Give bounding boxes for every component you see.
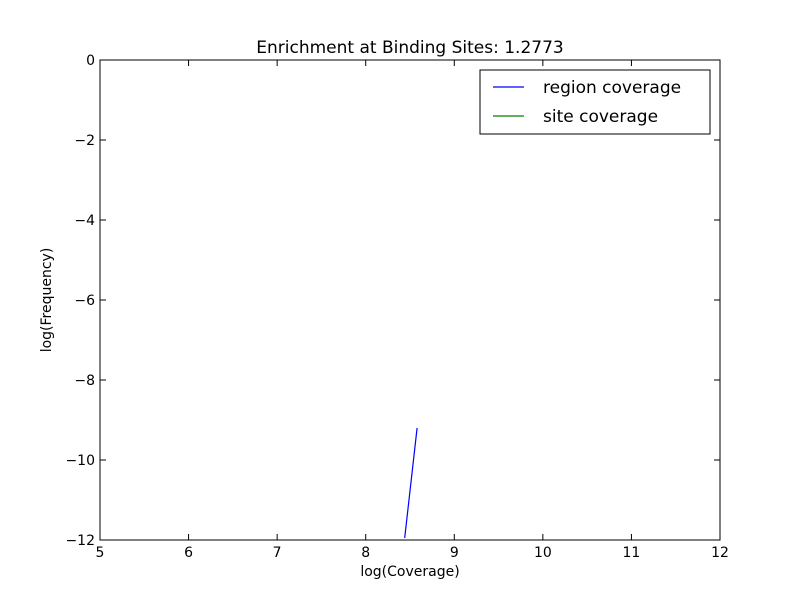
y-tick-label: −8 — [74, 373, 95, 389]
x-axis-label: log(Coverage) — [360, 564, 459, 580]
legend: region coverage site coverage — [479, 69, 711, 135]
y-tick-label: −4 — [74, 213, 95, 229]
legend-frame — [479, 69, 711, 135]
x-tick-label: 12 — [711, 545, 729, 561]
x-tick-label: 10 — [534, 545, 552, 561]
y-tick-label: −6 — [74, 293, 95, 309]
y-tick-label: −12 — [65, 533, 95, 549]
legend-label-1: site coverage — [543, 107, 658, 127]
x-tick-label: 7 — [273, 545, 282, 561]
legend-label-0: region coverage — [543, 78, 681, 98]
y-tick-label: −10 — [65, 453, 95, 469]
series-line-0 — [404, 427, 418, 539]
plot-area — [100, 60, 720, 540]
x-tick-label: 5 — [96, 545, 105, 561]
chart-title: Enrichment at Binding Sites: 1.2773 — [256, 38, 563, 58]
x-tick-label: 6 — [184, 545, 193, 561]
y-axis-label: log(Frequency) — [39, 248, 55, 353]
ticks-layer: 5 6 7 8 9 10 11 12 0 −2 −4 −6 −8 −10 −12 — [65, 53, 728, 561]
series-layer — [404, 427, 418, 539]
y-tick-label: −2 — [74, 133, 95, 149]
y-tick-label: 0 — [86, 53, 95, 69]
x-tick-label: 9 — [450, 545, 459, 561]
x-tick-label: 11 — [623, 545, 641, 561]
x-tick-label: 8 — [361, 545, 370, 561]
